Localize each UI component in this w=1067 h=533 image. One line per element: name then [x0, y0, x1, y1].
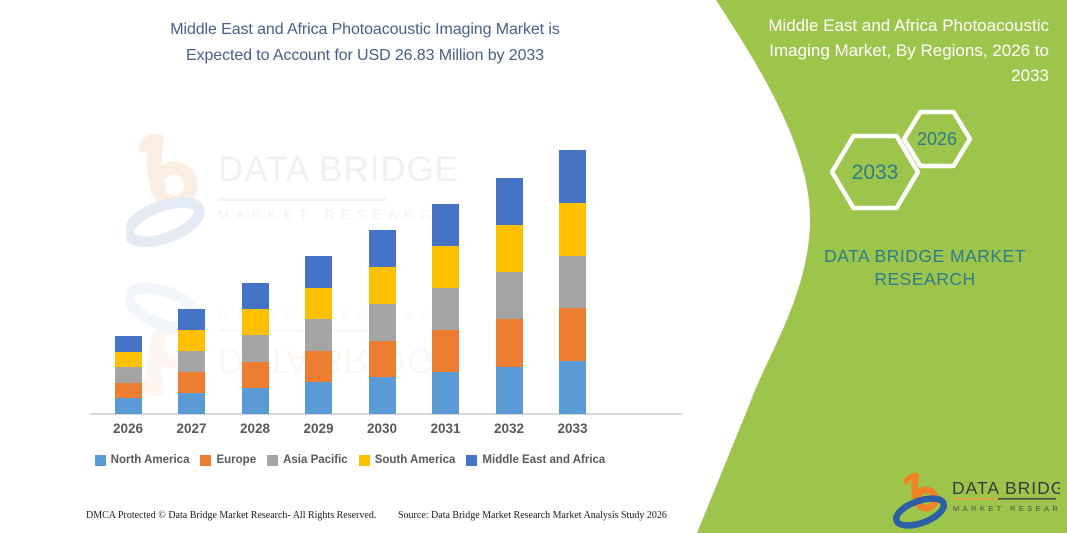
legend-label: South America — [374, 454, 456, 466]
bar-segment — [305, 256, 332, 288]
bar-segment — [305, 382, 332, 414]
bar-segment — [495, 224, 523, 273]
bar-segment — [559, 202, 586, 256]
logo-sub-text: MARKET RESEARCH — [953, 504, 1060, 513]
legend-item: Middle East and Africa — [466, 454, 605, 466]
bar-segment — [495, 272, 523, 320]
chart-title: Middle East and Africa Photoacoustic Ima… — [65, 17, 665, 69]
legend-label: Europe — [216, 454, 257, 466]
bar-segment — [178, 351, 205, 373]
hexagon-2026 — [901, 109, 973, 169]
logo-brand-text: DATA BRIDGE — [952, 478, 1060, 498]
logo-underline-left — [952, 498, 998, 500]
hexagon-year-badges: 2033 2026 — [829, 109, 973, 211]
bar-2027 — [178, 309, 205, 414]
bar-segment — [114, 351, 142, 368]
bar-segment — [241, 361, 269, 388]
data-bridge-logo: DATA BRIDGE MARKET RESEARCH — [892, 472, 1060, 529]
x-axis-label-2030: 2030 — [366, 421, 398, 436]
bar-segment — [559, 361, 586, 414]
legend-swatch-icon — [267, 454, 279, 466]
bar-segment — [559, 308, 586, 362]
legend-item: Asia Pacific — [267, 454, 348, 466]
legend-item: Europe — [200, 454, 256, 466]
legend-swatch-icon — [466, 454, 478, 466]
x-axis-label-2029: 2029 — [303, 421, 334, 436]
bar-2029 — [305, 256, 332, 414]
legend-swatch-icon — [358, 454, 370, 466]
panel-title-line1: Middle East and Africa Photoacoustic — [768, 16, 1049, 35]
bar-segment — [305, 319, 332, 351]
panel-title-line3: 2033 — [1011, 66, 1049, 85]
hexagon-2033-label: 2033 — [852, 161, 899, 184]
bar-segment — [178, 372, 205, 394]
x-axis-line — [90, 413, 682, 415]
logo-d-swoosh — [892, 495, 948, 529]
panel-brand-line2: RESEARCH — [874, 269, 976, 289]
bar-segment — [559, 255, 586, 309]
panel-brand-line1: DATA BRIDGE MARKET — [824, 246, 1026, 266]
x-axis-label-2028: 2028 — [239, 421, 271, 436]
legend-swatch-icon — [94, 454, 106, 466]
bar-segment — [241, 387, 269, 414]
logo-underline-right — [998, 498, 1056, 500]
bar-segment — [178, 393, 205, 414]
bar-segment — [495, 319, 523, 367]
hexagon-2026-label: 2026 — [917, 129, 957, 149]
bar-2033 — [559, 150, 586, 414]
x-axis-label-2032: 2032 — [493, 421, 525, 436]
bar-segment — [559, 150, 586, 203]
legend-label: Asia Pacific — [283, 454, 348, 466]
x-axis-label-2031: 2031 — [430, 421, 461, 436]
bar-segment — [241, 282, 269, 310]
legend-swatch-icon — [200, 454, 212, 466]
footer-dmca-text: DMCA Protected © Data Bridge Market Rese… — [86, 510, 377, 521]
bar-segment — [178, 330, 205, 352]
bar-segment — [368, 230, 396, 267]
bar-segment — [368, 267, 396, 304]
chart-title-line1: Middle East and Africa Photoacoustic Ima… — [170, 21, 560, 38]
bar-segment — [495, 366, 523, 414]
chart-legend: North America Europe Asia Pacific South Ame… — [50, 454, 650, 466]
bar-segment — [114, 335, 142, 352]
chart-title-line2: Expected to Account for USD 26.83 Millio… — [186, 47, 544, 64]
bar-segment — [368, 340, 396, 378]
legend-label: Middle East and Africa — [482, 454, 606, 466]
bar-segment — [114, 367, 142, 383]
bar-segment — [432, 204, 459, 247]
bar-segment — [495, 177, 523, 225]
bar-segment — [432, 246, 459, 289]
bar-2031 — [432, 204, 459, 414]
bar-segment — [241, 309, 269, 336]
bar-segment — [114, 398, 142, 414]
bar-segment — [305, 350, 332, 383]
bar-2032 — [495, 177, 523, 414]
bar-segment — [432, 330, 459, 373]
legend-item: South America — [358, 454, 456, 466]
hexagon-2033 — [829, 133, 921, 211]
bar-2028 — [241, 282, 269, 414]
bar-segment — [432, 372, 459, 414]
x-axis-label-2033: 2033 — [557, 421, 588, 436]
bar-segment — [305, 287, 332, 320]
bar-segment — [114, 382, 142, 399]
panel-title-line2: Imaging Market, By Regions, 2026 to — [769, 41, 1049, 60]
bar-segment — [178, 309, 205, 331]
bar-segment — [368, 377, 396, 414]
x-axis-label-2026: 2026 — [112, 421, 144, 436]
legend-label: North America — [110, 454, 190, 466]
x-axis-label-2027: 2027 — [176, 421, 207, 436]
bar-segment — [368, 303, 396, 341]
bar-2026 — [114, 335, 142, 414]
panel-brand-text: DATA BRIDGE MARKET RESEARCH — [795, 245, 1055, 291]
footer-source-text: Source: Data Bridge Market Research Mark… — [398, 510, 667, 521]
green-panel-shape — [697, 0, 1067, 533]
legend-item: North America — [94, 454, 190, 466]
bar-segment — [432, 288, 459, 331]
bar-2030 — [368, 230, 396, 414]
bar-segment — [241, 335, 269, 362]
panel-title: Middle East and Africa Photoacoustic Ima… — [719, 13, 1049, 88]
